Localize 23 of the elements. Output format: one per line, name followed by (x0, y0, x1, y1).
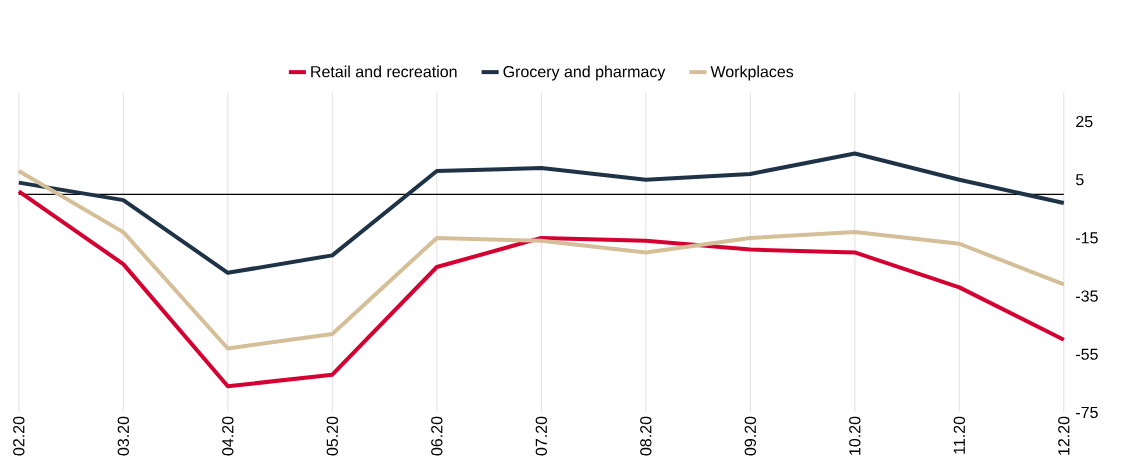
x-tick-label: 09.20 (744, 416, 756, 456)
x-tick-label: 04.20 (222, 416, 234, 456)
x-tick-label: 12.20 (1058, 416, 1070, 455)
y-tick-label: -15 (1076, 232, 1098, 244)
x-tick-label: 05.20 (326, 416, 338, 456)
line-series (16, 151, 1066, 275)
x-tick-label: 03.20 (117, 416, 129, 456)
y-tick-label: 25 (1076, 115, 1093, 128)
x-tick-label: 08.20 (640, 416, 652, 456)
x-tick-label: 10.20 (849, 416, 861, 455)
legend-label: Workplaces (710, 65, 794, 81)
legend-label: Retail and recreation (311, 65, 457, 78)
y-tick-label: 5 (1076, 173, 1084, 186)
x-tick-label: 06.20 (431, 416, 443, 456)
line-series (16, 168, 1066, 351)
y-tick-label: -35 (1076, 290, 1098, 302)
x-tick-label: 02.20 (13, 416, 25, 456)
x-tick-label: 11.20 (953, 416, 965, 454)
y-tick-label: -55 (1076, 348, 1098, 360)
y-tick-label: -75 (1076, 406, 1098, 418)
legend-label: Grocery and pharmacy (503, 65, 666, 81)
x-tick-label: 07.20 (535, 416, 547, 456)
line-series (16, 189, 1066, 389)
